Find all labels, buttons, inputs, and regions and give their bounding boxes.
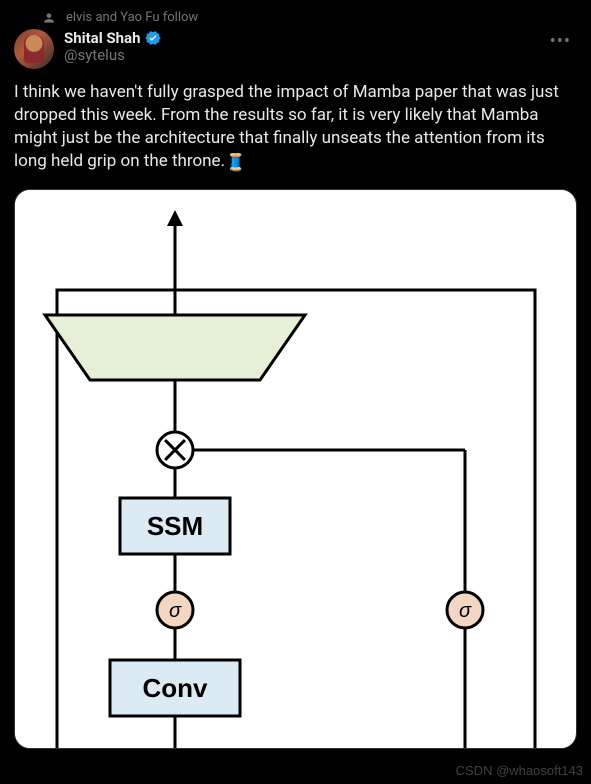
svg-text:SSM: SSM <box>147 511 203 541</box>
tweet-container: elvis and Yao Fu follow Shital Shah @syt… <box>0 0 591 749</box>
architecture-diagram: SSM σ σ Conv <box>15 190 575 749</box>
social-context-text: elvis and Yao Fu follow <box>66 10 198 25</box>
more-button[interactable]: ••• <box>544 29 577 55</box>
svg-text:σ: σ <box>169 600 182 622</box>
tweet-header: Shital Shah @sytelus ••• <box>14 29 577 69</box>
tweet-text: I think we haven't fully grasped the imp… <box>14 81 577 175</box>
author-block[interactable]: Shital Shah @sytelus <box>64 29 534 64</box>
author-name: Shital Shah <box>64 29 140 47</box>
tweet-body: I think we haven't fully grasped the imp… <box>14 82 559 171</box>
social-context[interactable]: elvis and Yao Fu follow <box>42 10 577 25</box>
author-handle: @sytelus <box>64 46 534 64</box>
media-card[interactable]: SSM σ σ Conv <box>14 189 577 749</box>
verified-badge-icon <box>144 29 162 47</box>
svg-text:σ: σ <box>459 600 472 622</box>
watermark: CSDN @whaosoft143 <box>456 763 583 778</box>
person-icon <box>42 11 56 25</box>
avatar[interactable] <box>14 29 54 69</box>
thread-emoji: 🧵 <box>225 152 246 175</box>
svg-text:Conv: Conv <box>143 673 209 703</box>
